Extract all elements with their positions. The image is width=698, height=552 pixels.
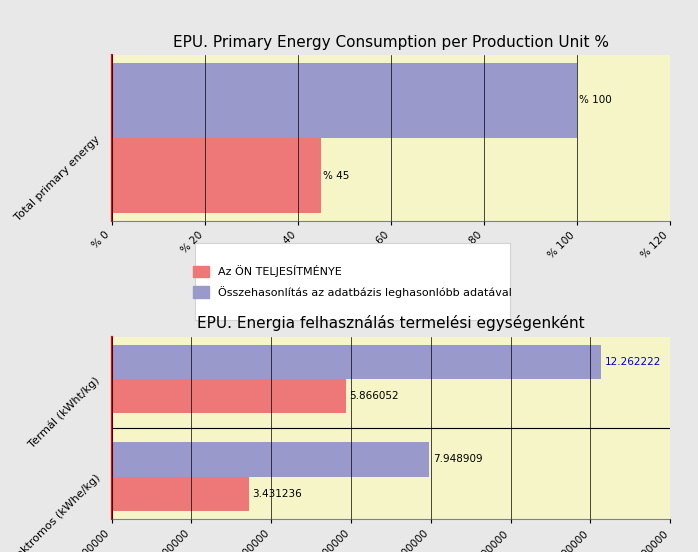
Text: 12.262222: 12.262222: [604, 357, 661, 367]
Bar: [112, 379, 346, 413]
Bar: [112, 345, 601, 379]
Text: 7.948909: 7.948909: [433, 454, 482, 464]
Text: % 100: % 100: [579, 95, 612, 105]
Title: EPU. Primary Energy Consumption per Production Unit %: EPU. Primary Energy Consumption per Prod…: [173, 35, 609, 50]
Bar: [112, 476, 248, 511]
Bar: [112, 63, 577, 138]
Title: EPU. Energia felhasználás termelési egységenként: EPU. Energia felhasználás termelési egys…: [197, 315, 585, 331]
Legend: Az ÖN TELJESÍTMÉNYE, Összehasonlítás az adatbázis leghasonlóbb adatával: Az ÖN TELJESÍTMÉNYE, Összehasonlítás az …: [184, 256, 521, 307]
Bar: [112, 442, 429, 476]
Bar: [112, 138, 321, 213]
Text: % 45: % 45: [323, 171, 350, 181]
Text: 3.431236: 3.431236: [253, 489, 302, 498]
Text: 5.866052: 5.866052: [350, 391, 399, 401]
